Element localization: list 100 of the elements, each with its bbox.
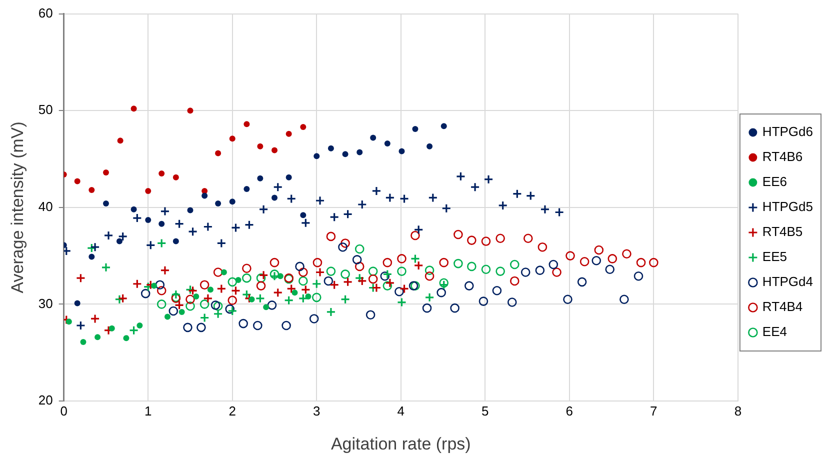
point (428, 192, 438, 203)
point (215, 150, 222, 156)
point (422, 303, 432, 313)
point (368, 274, 378, 284)
point (538, 242, 548, 252)
point (174, 219, 184, 229)
point (200, 300, 210, 309)
point (470, 182, 480, 192)
point (160, 266, 170, 276)
point (605, 264, 615, 274)
point (118, 294, 128, 304)
point (440, 123, 447, 130)
point (130, 206, 137, 212)
point (464, 281, 474, 290)
point (312, 258, 322, 268)
point (398, 148, 405, 154)
point (622, 249, 632, 259)
x-tick-label: 1 (144, 403, 152, 418)
point (203, 294, 213, 304)
point (284, 296, 294, 306)
point (248, 296, 255, 302)
point (76, 320, 86, 330)
point (101, 262, 111, 272)
point (145, 188, 152, 194)
point (213, 309, 223, 319)
point (136, 322, 143, 328)
point (357, 276, 367, 286)
point (372, 186, 382, 196)
point (242, 273, 252, 283)
point (343, 209, 353, 219)
point (193, 293, 200, 300)
point (104, 230, 114, 240)
point (132, 279, 142, 289)
point (216, 284, 226, 294)
point (102, 200, 109, 207)
point (267, 300, 277, 310)
x-tick-label: 7 (650, 403, 658, 418)
point (399, 194, 410, 204)
point (229, 136, 236, 142)
point (352, 255, 362, 264)
point (213, 301, 223, 311)
legend-label: HTPGd4 (762, 274, 814, 290)
point (372, 282, 382, 293)
point (242, 290, 252, 300)
point (312, 279, 322, 289)
point (188, 286, 198, 296)
point (510, 260, 520, 270)
point (66, 318, 72, 325)
point (244, 121, 250, 128)
point (272, 147, 278, 154)
point (577, 277, 587, 287)
point (382, 269, 392, 279)
point (118, 232, 128, 242)
point (412, 126, 418, 132)
point (338, 242, 348, 252)
point (123, 335, 130, 342)
point (90, 242, 100, 252)
point (368, 266, 378, 276)
point (298, 268, 308, 277)
point (186, 301, 195, 311)
y-tick-label: 20 (38, 392, 53, 408)
point (450, 303, 460, 313)
point (263, 304, 270, 310)
point (257, 143, 264, 150)
point (172, 174, 179, 180)
point (178, 308, 185, 315)
point (340, 238, 350, 248)
point (523, 234, 533, 244)
point (90, 314, 100, 324)
point (273, 288, 283, 298)
point (498, 200, 508, 210)
point (467, 262, 476, 272)
point (74, 178, 80, 184)
point (380, 271, 390, 281)
point (481, 236, 491, 246)
point (507, 298, 517, 307)
point (410, 254, 420, 264)
point (328, 145, 334, 152)
point (228, 277, 238, 287)
point (256, 273, 266, 283)
point (540, 204, 550, 214)
point (620, 294, 629, 304)
point (484, 174, 494, 184)
point (357, 200, 367, 210)
point (183, 322, 192, 332)
point (454, 230, 463, 240)
y-tick-label: 40 (38, 198, 53, 214)
point (200, 312, 210, 323)
point (340, 270, 350, 279)
legend-label: RT4B4 (762, 299, 803, 314)
point (256, 281, 266, 290)
point (343, 277, 353, 287)
point (330, 212, 340, 222)
point (520, 268, 530, 277)
point (552, 268, 562, 277)
legend-label: EE6 (762, 174, 788, 190)
point (215, 200, 222, 207)
point (155, 280, 165, 290)
point (117, 138, 124, 144)
point (326, 307, 336, 317)
